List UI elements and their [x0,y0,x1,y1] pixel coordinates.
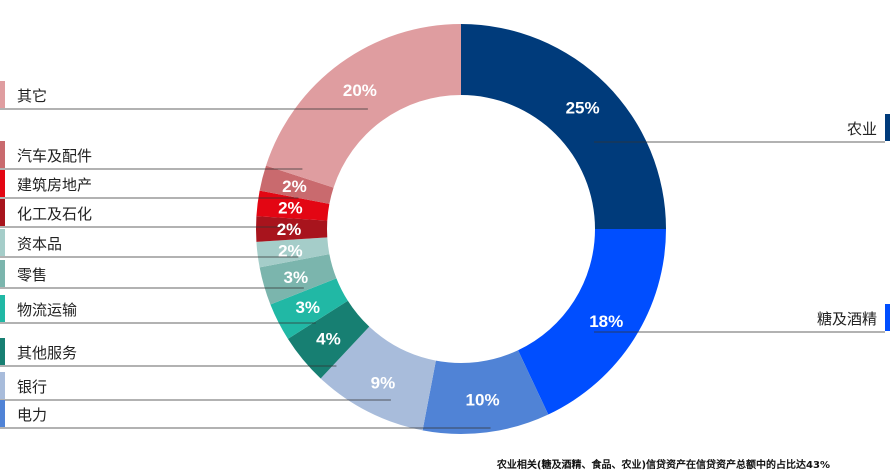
slice-10 [259,165,334,204]
slice-2 [422,350,549,434]
slice-11 [266,24,461,188]
slice-value-label: 3% [284,268,309,287]
slice-value-label: 2% [282,177,307,196]
legend-markers [0,81,890,427]
legend-marker [0,81,5,108]
legend-marker [0,372,5,399]
slice-7 [256,237,330,268]
slice-value-label: 3% [295,298,320,317]
slice-value-label: 2% [278,198,303,217]
category-label: 建筑房地产 [17,176,92,194]
slice-value-label: 10% [466,391,500,410]
slice-value-label: 4% [316,330,341,349]
slice-value-label: 2% [277,220,302,239]
percent-labels: 25% 18% 10% 9% 4% 3% 3% 2% 2% 2% 2% 20% [277,81,624,410]
category-label: 农业 [847,120,877,138]
legend-marker [885,114,890,141]
legend-marker [0,170,5,197]
slice-5 [270,278,348,339]
legend-marker [0,229,5,256]
legend-marker [0,400,5,427]
category-label: 电力 [17,406,47,424]
leader-lines [0,108,885,429]
legend-marker [0,260,5,287]
category-label: 物流运输 [17,301,77,319]
legend-marker [0,141,5,168]
legend-marker [0,295,5,322]
category-label: 汽车及配件 [17,147,92,165]
legend-marker [0,338,5,365]
slice-value-label: 9% [371,373,396,392]
slice-value-label: 20% [343,81,377,100]
category-label: 化工及石化 [17,205,92,223]
slice-3 [320,326,436,431]
category-label: 资本品 [17,235,62,253]
category-label: 糖及酒精 [817,310,877,328]
category-label: 零售 [17,266,47,284]
chart-footnote: 农业相关(糖及酒精、食品、农业)信贷资产在信贷资产总额中的占比达43% [496,458,830,471]
slice-4 [287,300,370,379]
category-label: 其他服务 [17,344,77,362]
slice-0 [461,24,666,229]
slice-1 [518,229,666,415]
slice-6 [259,254,337,305]
legend-marker [0,199,5,226]
slice-8 [255,216,328,242]
legend-marker [885,304,890,331]
slice-value-label: 18% [589,312,623,331]
category-label: 其它 [17,87,47,105]
donut-slices [255,24,666,434]
slice-value-label: 2% [278,242,303,261]
slice-value-label: 25% [566,98,600,117]
category-label: 银行 [17,378,47,396]
